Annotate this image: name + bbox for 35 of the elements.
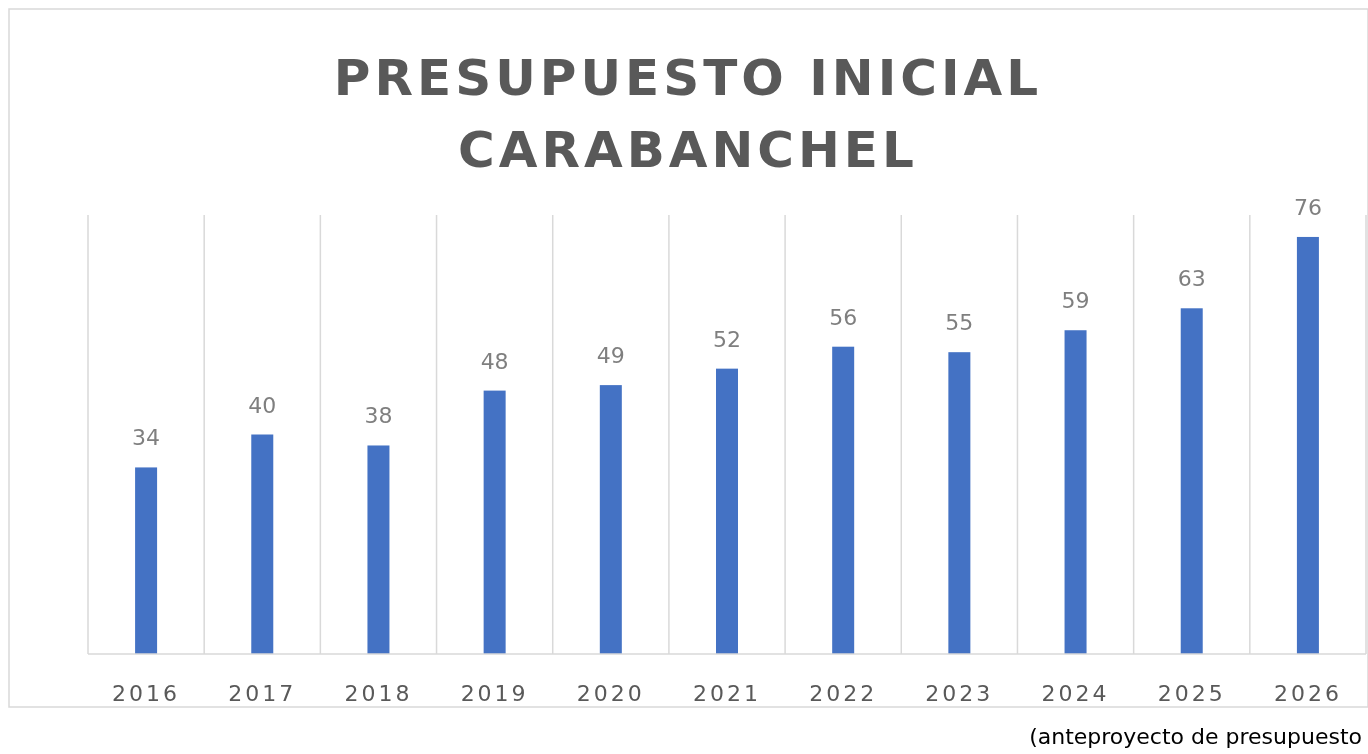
data-label: 49: [596, 343, 625, 369]
x-tick-label: 2023: [925, 681, 994, 706]
bar: [1064, 330, 1087, 654]
data-label: 59: [1061, 288, 1090, 314]
x-tick-label: 2024: [1041, 681, 1110, 706]
x-tick-label: 2017: [228, 681, 297, 706]
data-label: 63: [1177, 266, 1206, 292]
x-tick-label: 2026: [1273, 681, 1342, 706]
bar: [483, 390, 506, 654]
data-label: 76: [1293, 194, 1322, 220]
x-tick-label: 2016: [112, 681, 181, 706]
data-label: 55: [945, 310, 974, 336]
x-tick-label: 2018: [344, 681, 413, 706]
x-tick-label: 2020: [576, 681, 645, 706]
bar: [1296, 236, 1319, 654]
chart-title: PRESUPUESTO INICIAL CARABANCHEL: [333, 49, 1043, 179]
bar: [367, 445, 390, 654]
data-label: 52: [713, 326, 741, 352]
x-tick-label: 2022: [809, 681, 878, 706]
bar: [599, 385, 622, 654]
bar: [1180, 308, 1203, 654]
x-tick-label: 2025: [1157, 681, 1226, 706]
data-label: 38: [364, 403, 393, 429]
text: (anteproyecto de presupuesto: [1029, 724, 1362, 749]
bar: [832, 346, 855, 654]
x-tick-label: 2021: [693, 681, 761, 706]
bar: [948, 352, 971, 654]
bar: [716, 368, 738, 654]
x-tick-label: 2019: [460, 681, 529, 706]
data-label: 48: [480, 348, 509, 374]
data-label: 34: [132, 425, 161, 451]
bar: [251, 434, 274, 654]
data-label: 56: [829, 304, 858, 330]
bar: [135, 467, 158, 654]
data-label: 40: [248, 392, 277, 418]
